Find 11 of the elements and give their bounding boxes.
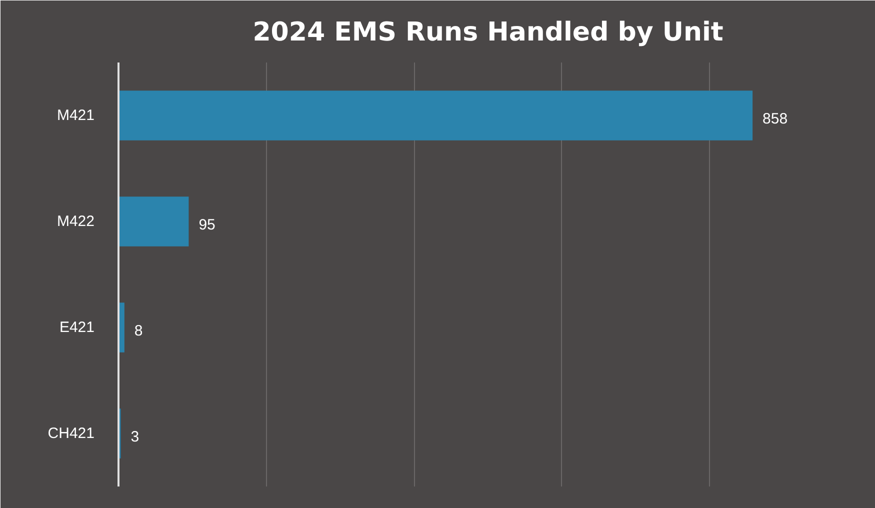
data-label: 8 <box>134 322 143 340</box>
bar <box>118 90 753 140</box>
y-tick-label: M422 <box>56 213 95 230</box>
y-tick-label: E421 <box>59 319 95 336</box>
y-tick-label: CH421 <box>48 425 95 442</box>
bar <box>118 196 189 246</box>
data-label: 3 <box>130 428 140 446</box>
data-label: 858 <box>762 110 788 128</box>
y-tick-label: M421 <box>56 107 95 124</box>
data-label: 95 <box>198 216 216 234</box>
chart-title: 2024 EMS Runs Handled by Unit <box>252 18 724 48</box>
